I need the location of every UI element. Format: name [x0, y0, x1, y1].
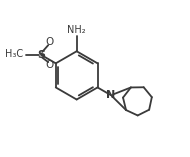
Text: O: O: [45, 37, 54, 47]
Text: NH₂: NH₂: [67, 25, 86, 35]
Text: S: S: [37, 50, 45, 60]
Text: O: O: [45, 60, 54, 70]
Text: H₃C: H₃C: [5, 49, 23, 59]
Text: N: N: [106, 90, 116, 100]
